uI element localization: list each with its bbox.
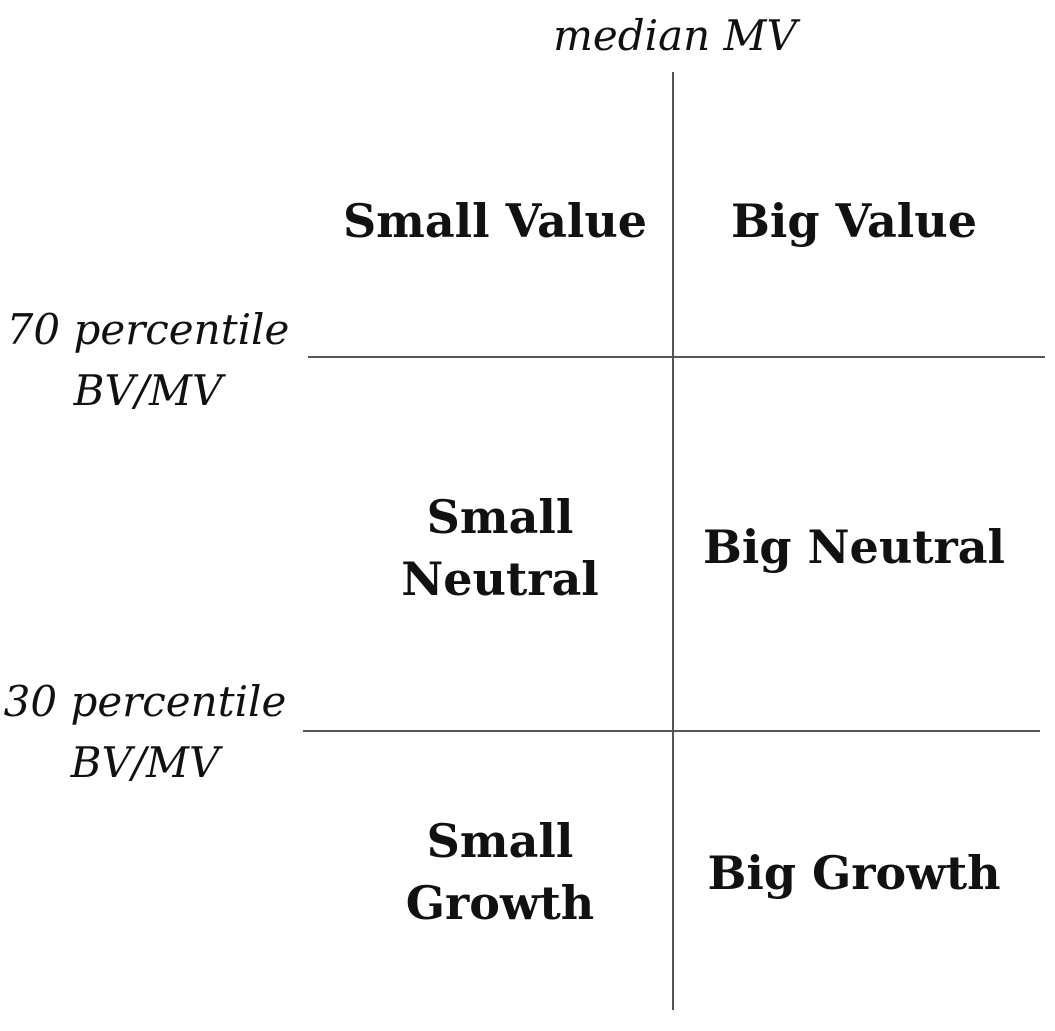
cell-big-value-text: Big Value	[731, 194, 977, 248]
70-percentile-label: 70 percentile BV/MV	[0, 300, 296, 422]
30-percentile-label-line2: BV/MV	[70, 737, 220, 787]
cell-small-neutral-line2: Neutral	[401, 552, 599, 606]
cell-small-value: Small Value	[320, 190, 670, 252]
cell-small-growth: Small Growth	[320, 810, 680, 934]
median-mv-label: median MV	[520, 6, 830, 67]
cell-small-neutral: Small Neutral	[320, 486, 680, 610]
30-percentile-label-line1: 30 percentile	[3, 677, 287, 726]
median-mv-divider	[672, 72, 674, 1010]
30-percentile-label: 30 percentile BV/MV	[0, 672, 290, 794]
cell-big-growth: Big Growth	[676, 842, 1032, 904]
cell-small-neutral-line1: Small	[426, 490, 574, 544]
median-mv-label-text: median MV	[553, 11, 797, 60]
cell-small-value-text: Small Value	[342, 194, 648, 248]
30-percentile-divider	[303, 730, 1040, 732]
70-percentile-divider	[308, 356, 1045, 358]
cell-small-growth-line1: Small	[426, 814, 574, 868]
cell-big-growth-text: Big Growth	[707, 846, 1001, 900]
cell-big-value: Big Value	[676, 190, 1032, 252]
cell-small-growth-line2: Growth	[405, 876, 595, 930]
cell-big-neutral: Big Neutral	[676, 516, 1032, 578]
cell-big-neutral-text: Big Neutral	[702, 520, 1006, 574]
70-percentile-label-line2: BV/MV	[73, 365, 223, 415]
70-percentile-label-line1: 70 percentile	[6, 305, 290, 354]
